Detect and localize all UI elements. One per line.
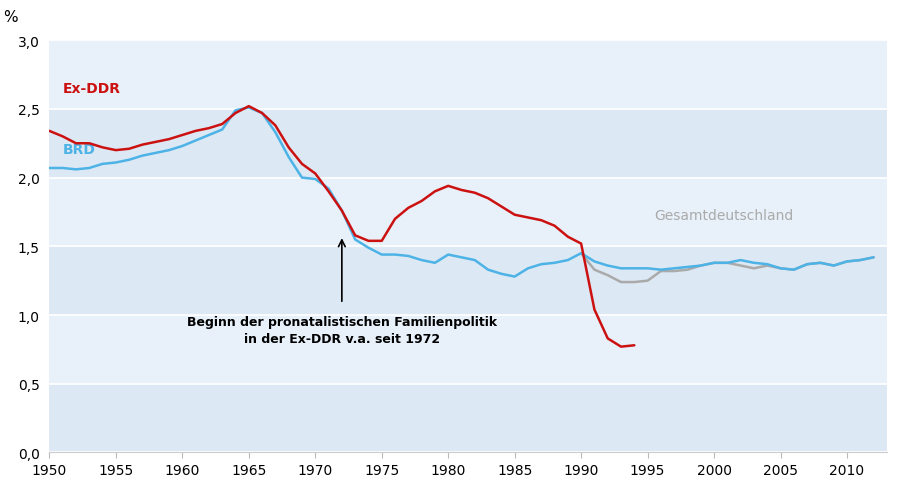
Text: in der Ex-DDR v.a. seit 1972: in der Ex-DDR v.a. seit 1972 xyxy=(243,332,440,345)
Bar xyxy=(49,247,887,315)
Bar xyxy=(49,315,887,384)
Bar xyxy=(49,110,887,178)
Text: %: % xyxy=(4,10,18,24)
Bar xyxy=(49,178,887,247)
Text: Gesamtdeutschland: Gesamtdeutschland xyxy=(655,208,794,222)
Bar xyxy=(49,384,887,452)
Text: Ex-DDR: Ex-DDR xyxy=(63,82,120,96)
Text: BRD: BRD xyxy=(63,142,95,156)
Text: Beginn der pronatalistischen Familienpolitik: Beginn der pronatalistischen Familienpol… xyxy=(187,315,497,328)
Bar xyxy=(49,41,887,110)
